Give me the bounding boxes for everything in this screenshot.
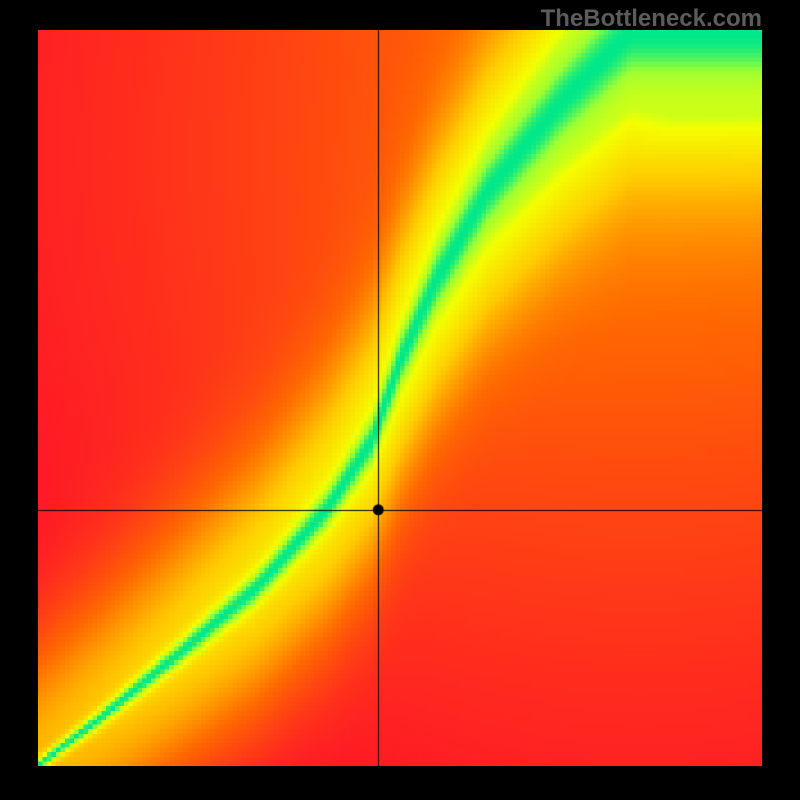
chart-stage: TheBottleneck.com xyxy=(0,0,800,800)
watermark-text: TheBottleneck.com xyxy=(541,5,762,33)
crosshair-overlay xyxy=(38,30,762,766)
